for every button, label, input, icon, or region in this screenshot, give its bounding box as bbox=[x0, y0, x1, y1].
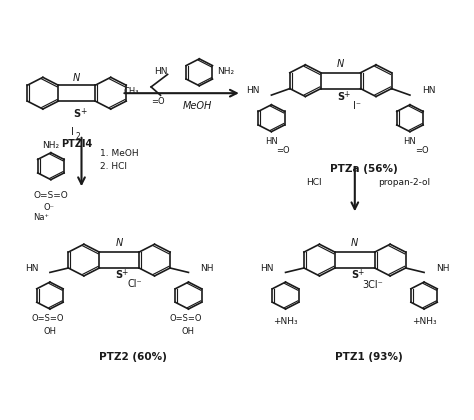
Text: +: + bbox=[343, 90, 349, 99]
Text: CH₃: CH₃ bbox=[124, 87, 139, 96]
Text: S: S bbox=[337, 92, 344, 102]
Text: NH: NH bbox=[200, 264, 214, 273]
Text: S: S bbox=[351, 270, 358, 281]
Text: Cl⁻: Cl⁻ bbox=[128, 279, 142, 289]
Text: O⁻: O⁻ bbox=[43, 203, 54, 213]
Text: +NH₃: +NH₃ bbox=[273, 317, 298, 326]
Text: propan-2-ol: propan-2-ol bbox=[378, 178, 430, 187]
Text: Na⁺: Na⁺ bbox=[34, 213, 49, 222]
Text: =O: =O bbox=[415, 146, 428, 155]
Text: HN: HN bbox=[260, 264, 274, 273]
Text: PTZ2 (60%): PTZ2 (60%) bbox=[100, 352, 167, 362]
Text: I⁻: I⁻ bbox=[353, 101, 361, 111]
Text: +: + bbox=[80, 107, 86, 116]
Text: S: S bbox=[73, 109, 81, 118]
Text: HN: HN bbox=[265, 136, 278, 146]
Text: +: + bbox=[357, 268, 364, 277]
Text: O=S=O: O=S=O bbox=[170, 314, 202, 323]
Text: HN: HN bbox=[154, 67, 168, 76]
Text: NH: NH bbox=[436, 264, 449, 273]
Text: 2: 2 bbox=[75, 132, 80, 141]
Text: +NH₃: +NH₃ bbox=[412, 317, 437, 326]
Text: OH: OH bbox=[44, 326, 56, 336]
Text: 1. MeOH: 1. MeOH bbox=[100, 149, 139, 158]
Text: HN: HN bbox=[403, 136, 416, 146]
Text: +: + bbox=[122, 268, 128, 277]
Text: PTZa (56%): PTZa (56%) bbox=[330, 164, 398, 174]
Text: MeOH: MeOH bbox=[182, 101, 211, 111]
Text: N: N bbox=[337, 59, 344, 69]
Text: N: N bbox=[116, 239, 123, 248]
Text: O=S=O: O=S=O bbox=[31, 314, 64, 323]
Text: HN: HN bbox=[422, 87, 435, 95]
Text: I: I bbox=[71, 126, 73, 136]
Text: PTZI4: PTZI4 bbox=[61, 139, 92, 149]
Text: NH₂: NH₂ bbox=[217, 67, 234, 76]
Text: PTZ1 (93%): PTZ1 (93%) bbox=[335, 352, 403, 362]
Text: N: N bbox=[73, 73, 81, 83]
Text: OH: OH bbox=[182, 326, 195, 336]
Text: HN: HN bbox=[246, 87, 260, 95]
Text: O=S=O: O=S=O bbox=[34, 191, 68, 200]
Text: N: N bbox=[351, 239, 358, 248]
Text: NH₂: NH₂ bbox=[42, 141, 59, 150]
Text: 3Cl⁻: 3Cl⁻ bbox=[362, 280, 383, 290]
Text: HCl: HCl bbox=[306, 178, 322, 187]
Text: =O: =O bbox=[276, 146, 290, 155]
Text: =O: =O bbox=[151, 97, 165, 106]
Text: HN: HN bbox=[25, 264, 38, 273]
Text: S: S bbox=[116, 270, 123, 281]
Text: 2. HCl: 2. HCl bbox=[100, 162, 128, 171]
